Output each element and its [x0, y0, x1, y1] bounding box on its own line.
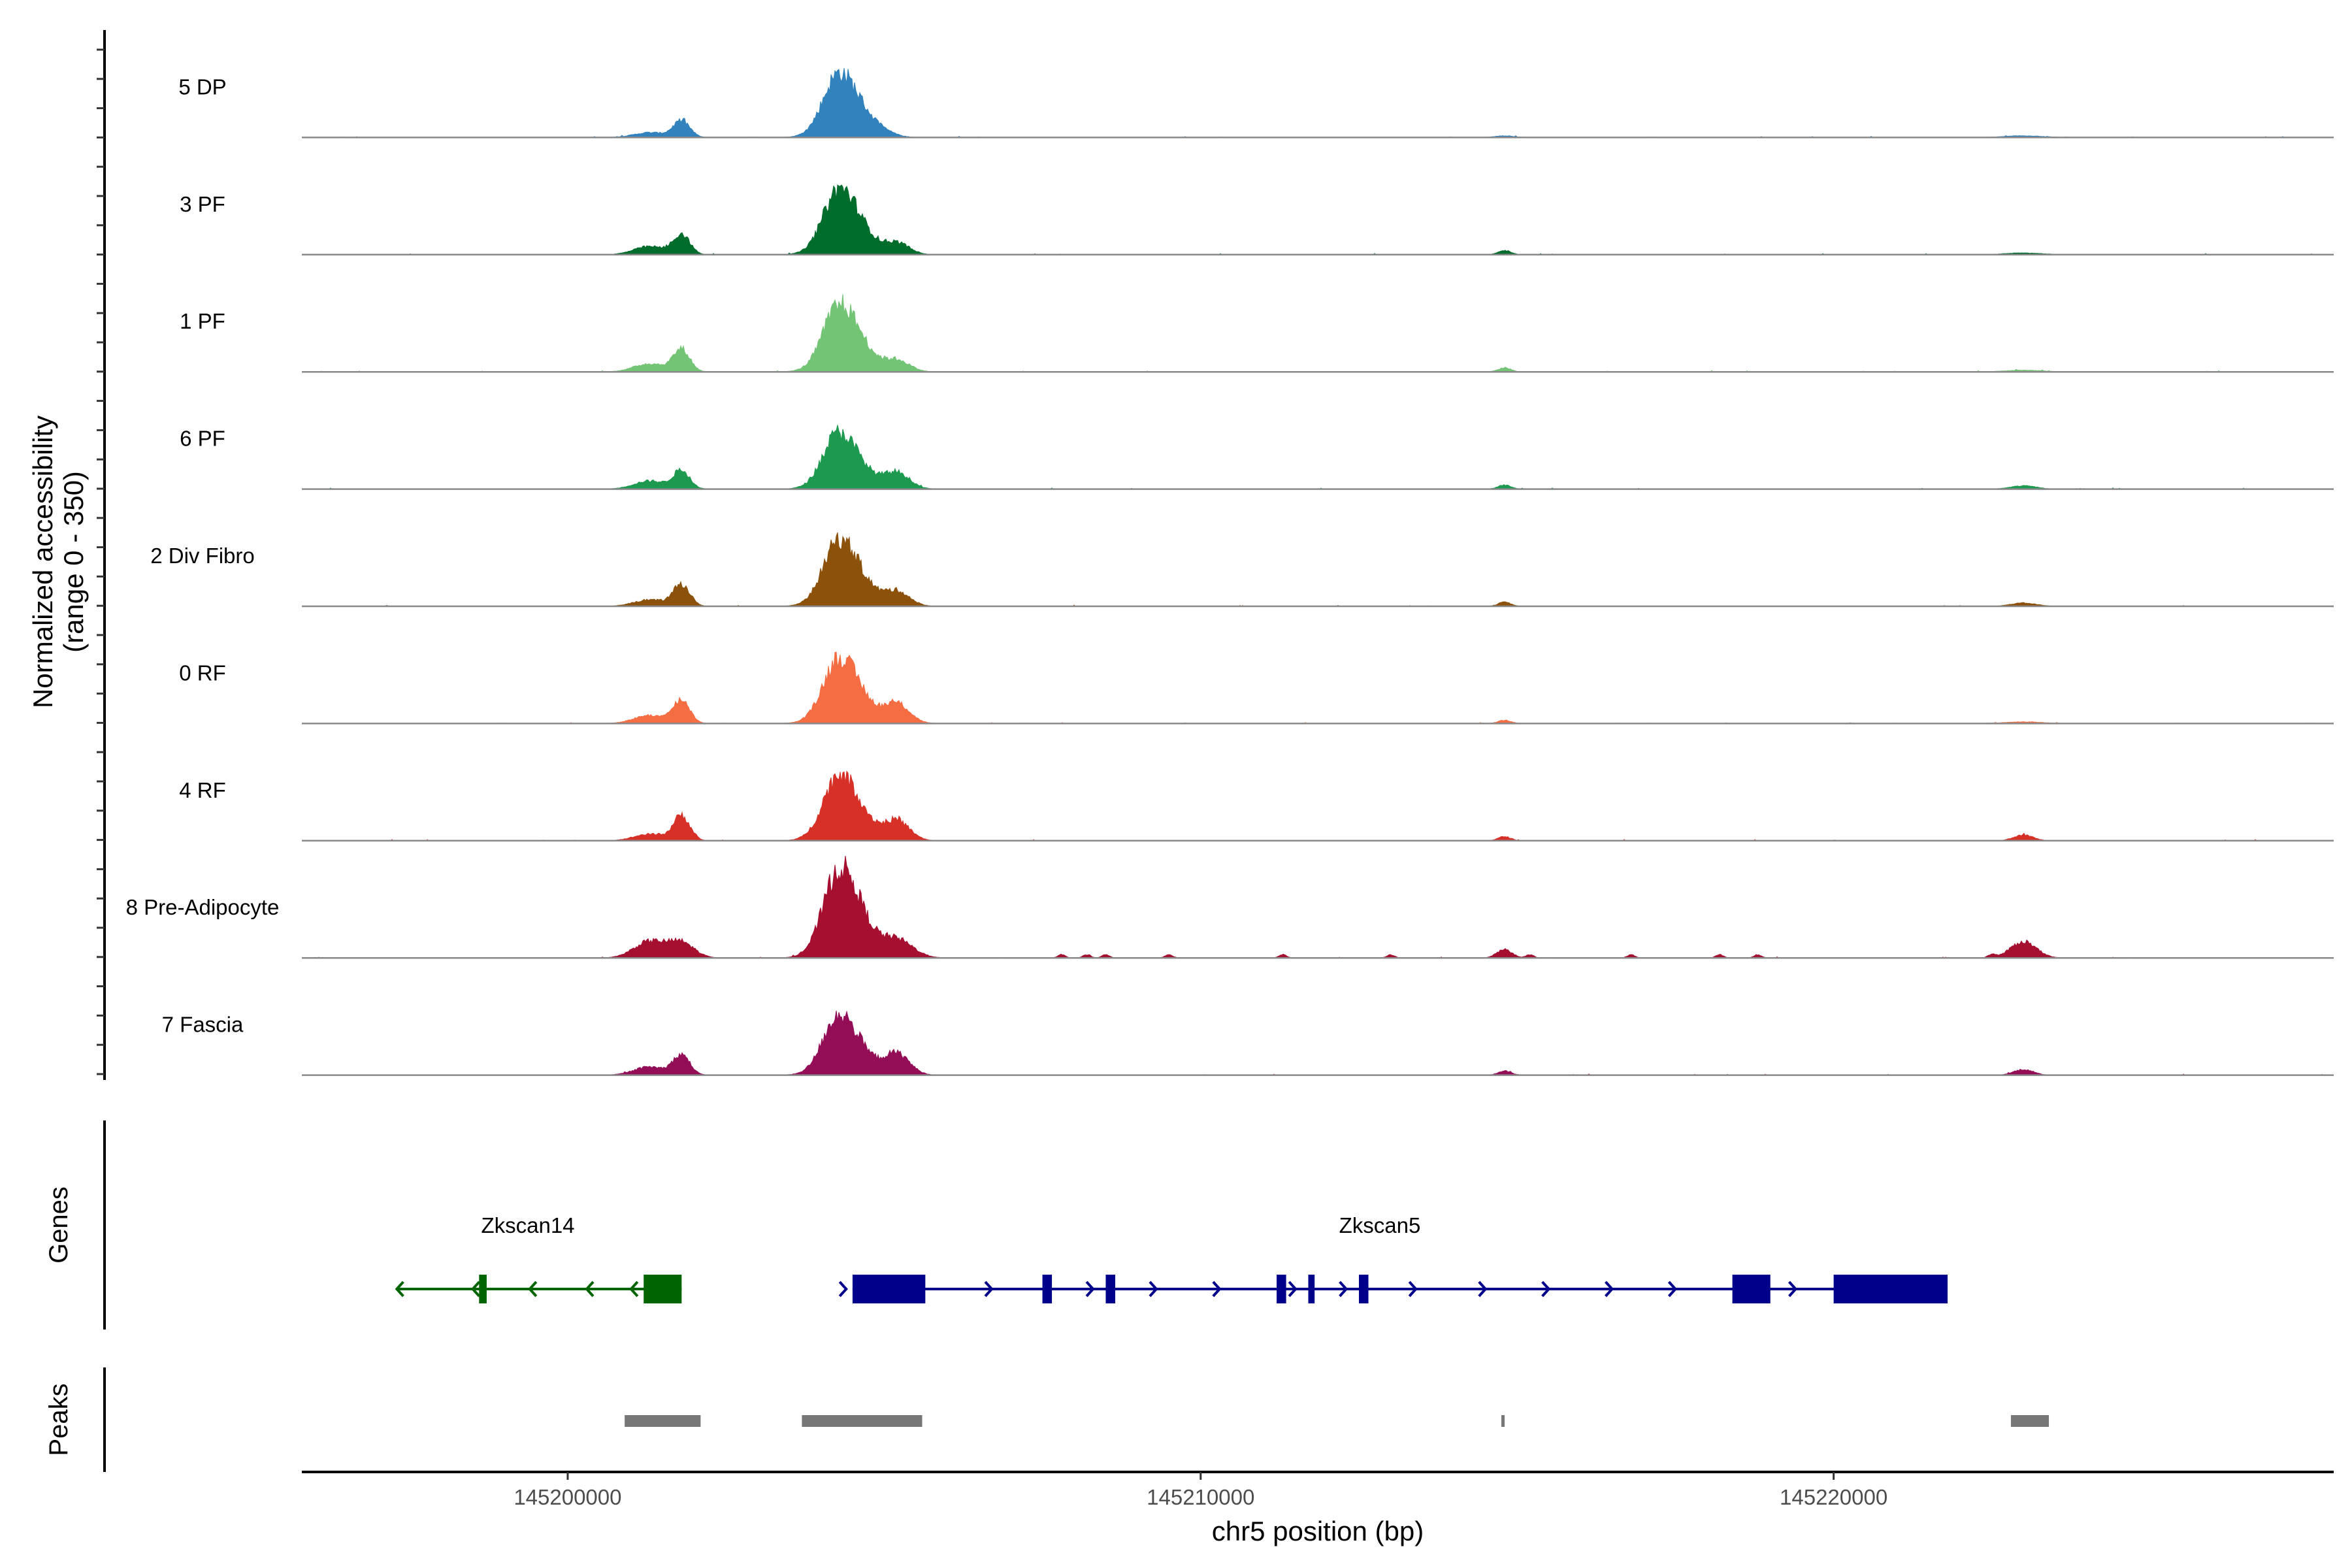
track-5: 0 RF	[179, 651, 2334, 725]
coverage-y-axis: Normalized accessibility (range 0 - 350)	[27, 30, 106, 1080]
track-label-5: 0 RF	[179, 661, 226, 685]
gene-1-exon-7	[1833, 1275, 1948, 1303]
gene-1-arrow-0	[838, 1281, 848, 1298]
track-1: 3 PF	[180, 184, 2334, 256]
gene-0: Zkscan14	[395, 1213, 682, 1303]
gene-label-1: Zkscan5	[1339, 1213, 1421, 1237]
gene-1-arrow-9	[1541, 1281, 1551, 1298]
gene-1-arrow-12	[1788, 1281, 1798, 1298]
peak-region-0	[625, 1415, 701, 1427]
gene-1-exon-4	[1308, 1275, 1315, 1303]
gene-label-0: Zkscan14	[481, 1213, 574, 1237]
track-6: 4 RF	[179, 770, 2334, 842]
gene-1-arrow-8	[1478, 1281, 1488, 1298]
track-7: 8 Pre-Adipocyte	[126, 856, 2334, 959]
track-label-0: 5 DP	[178, 74, 226, 99]
x-tick-label-0: 145200000	[514, 1485, 621, 1509]
genes-panel: Genes Zkscan14 Zkscan5	[44, 1120, 1948, 1330]
y-axis-title-line2: (range 0 - 350)	[58, 471, 89, 653]
track-4: 2 Div Fibro	[150, 532, 2334, 608]
peak-region-1	[802, 1415, 923, 1427]
track-label-1: 3 PF	[180, 192, 225, 216]
track-8: 7 Fascia	[162, 1010, 2334, 1076]
gene-0-arrow-1	[470, 1281, 481, 1298]
gene-1-arrow-2	[1085, 1281, 1095, 1298]
gene-1-exon-2	[1105, 1275, 1115, 1303]
gene-1-arrow-1	[984, 1281, 994, 1298]
track-label-4: 2 Div Fibro	[150, 544, 255, 568]
coverage-y-ticks	[97, 48, 105, 1075]
track-label-2: 1 PF	[180, 309, 225, 333]
peak-regions	[625, 1415, 2050, 1427]
gene-1-arrow-7	[1408, 1281, 1418, 1298]
track-3: 6 PF	[180, 425, 2334, 490]
genes-panel-label: Genes	[44, 1186, 73, 1264]
gene-1-arrow-4	[1212, 1281, 1222, 1298]
peak-region-2	[1501, 1415, 1505, 1427]
track-label-6: 4 RF	[179, 778, 226, 802]
coverage-tracks: 5 DP 3 PF 1 PF 6 PF 2 Div Fibro 0 RF 4 RF 8 Pre…	[126, 68, 2334, 1076]
gene-0-arrow-2	[528, 1281, 538, 1298]
gene-models: Zkscan14 Zkscan5	[395, 1213, 1948, 1303]
gene-1-arrow-10	[1605, 1281, 1614, 1298]
gene-1-exon-6	[1732, 1275, 1771, 1303]
gene-1-arrow-3	[1149, 1281, 1158, 1298]
track-label-3: 6 PF	[180, 427, 225, 451]
peaks-panel-label: Peaks	[44, 1383, 73, 1456]
track-0: 5 DP	[178, 68, 2334, 139]
gene-0-arrow-4	[629, 1281, 639, 1298]
gene-1: Zkscan5	[838, 1213, 1948, 1303]
x-axis: 145200000 145210000 145220000 chr5 positio…	[302, 1471, 2334, 1546]
gene-1-exon-5	[1358, 1275, 1369, 1303]
x-axis-title: chr5 position (bp)	[1212, 1516, 1424, 1546]
y-axis-title-line1: Normalized accessibility	[27, 416, 58, 708]
gene-0-exon-1	[644, 1275, 682, 1303]
peaks-panel: Peaks	[44, 1367, 2050, 1472]
gene-0-arrow-0	[395, 1281, 404, 1298]
peak-region-3	[2010, 1415, 2050, 1427]
gene-1-arrow-6	[1339, 1281, 1348, 1298]
gene-1-exon-1	[1042, 1275, 1053, 1303]
x-tick-label-2: 145220000	[1780, 1485, 1887, 1509]
gene-1-exon-0	[852, 1275, 926, 1303]
gene-1-exon-3	[1277, 1275, 1286, 1303]
track-label-7: 8 Pre-Adipocyte	[126, 895, 280, 919]
gene-1-arrow-5	[1288, 1281, 1298, 1298]
gene-0-exon-0	[479, 1275, 487, 1303]
gene-0-arrow-3	[585, 1281, 595, 1298]
track-label-8: 7 Fascia	[162, 1013, 244, 1037]
gene-1-arrow-11	[1667, 1281, 1678, 1298]
x-tick-label-1: 145210000	[1147, 1485, 1254, 1509]
track-2: 1 PF	[180, 294, 2334, 373]
x-axis-ticks: 145200000 145210000 145220000	[514, 1472, 1887, 1509]
